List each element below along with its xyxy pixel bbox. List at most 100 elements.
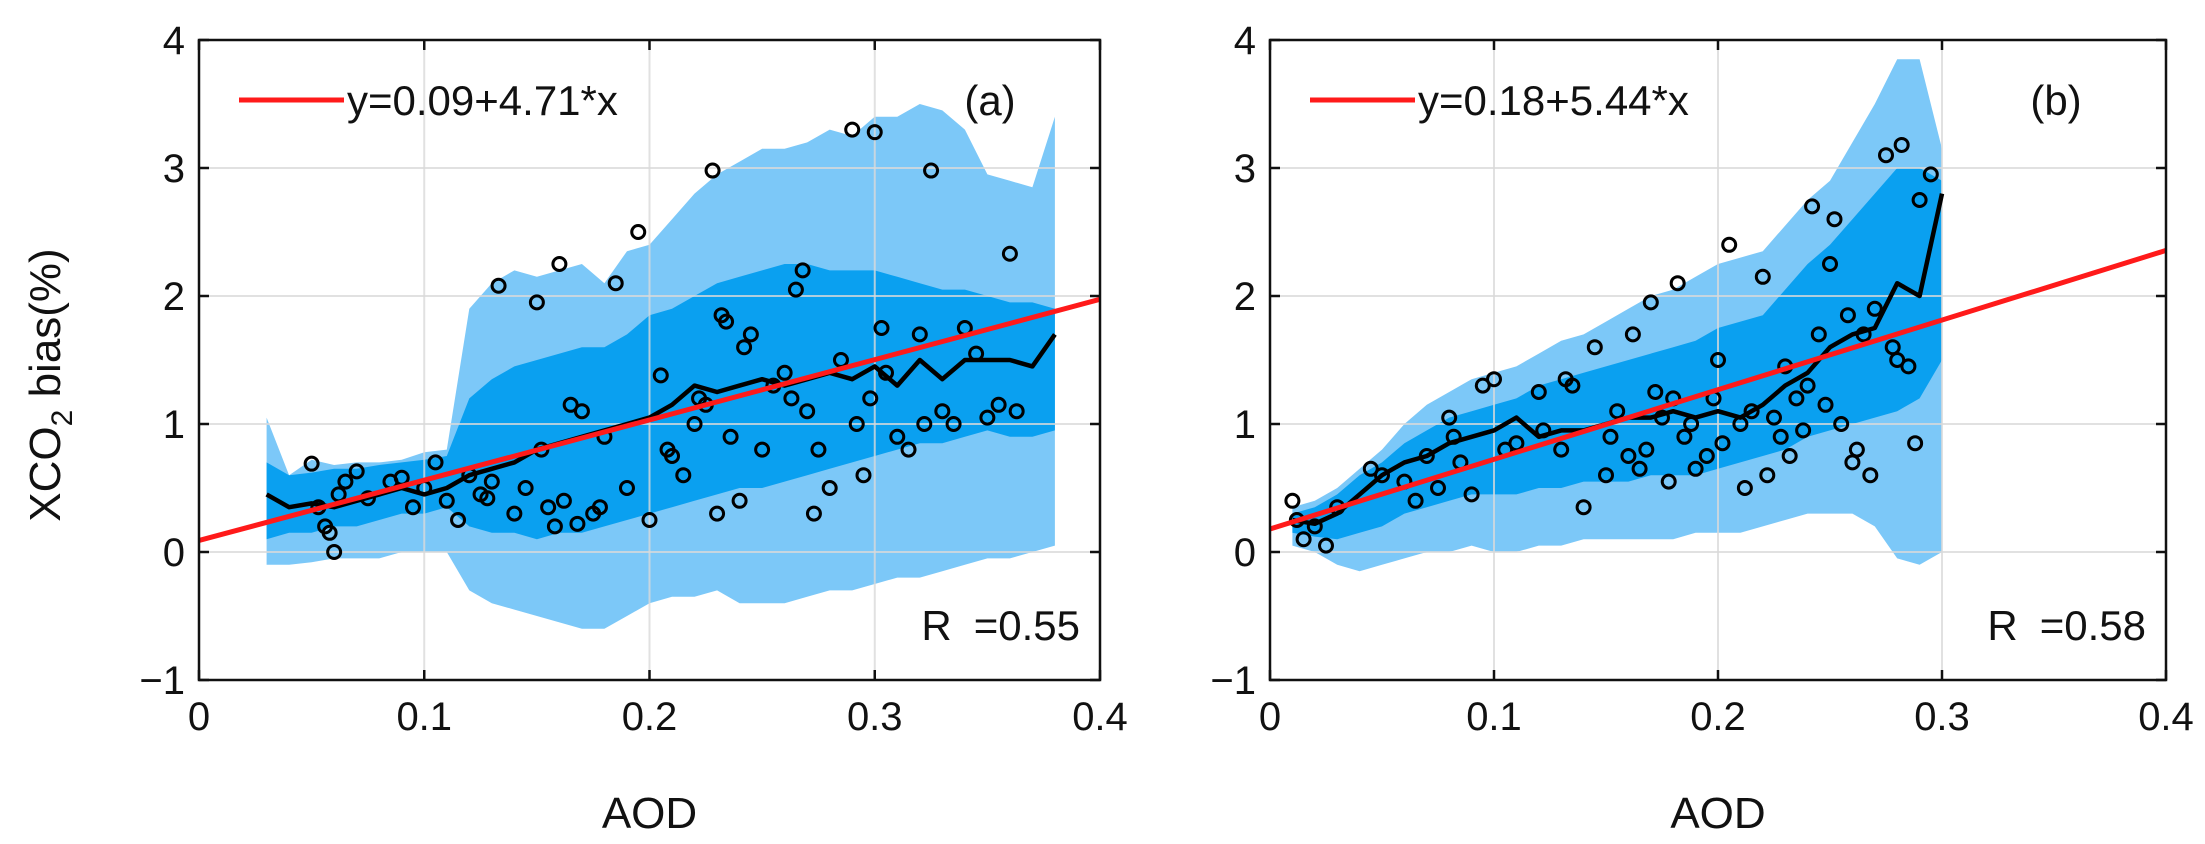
- data-point: [1817, 396, 1834, 413]
- data-point: [591, 499, 608, 516]
- data-point: [450, 512, 467, 528]
- x-tick-label: 0: [188, 695, 210, 739]
- data-point: [1781, 448, 1798, 464]
- data-point: [483, 473, 500, 490]
- r-value: =0.58: [2040, 602, 2146, 649]
- data-point: [1710, 352, 1726, 368]
- y-tick-label: −1: [139, 659, 185, 703]
- data-point: [1907, 435, 1924, 452]
- data-point: [546, 518, 563, 535]
- panel-label: (a): [964, 77, 1015, 124]
- data-point: [555, 492, 572, 509]
- plot-content: [199, 40, 1100, 680]
- data-point: [1642, 294, 1659, 311]
- data-point: [1486, 371, 1502, 388]
- data-point: [517, 480, 534, 496]
- data-point: [1848, 441, 1865, 458]
- x-tick-label: 0.4: [2138, 695, 2194, 739]
- data-point: [1407, 492, 1424, 509]
- y-tick-label: 2: [1234, 275, 1256, 319]
- data-point: [404, 499, 421, 516]
- r-value: =0.55: [974, 602, 1080, 649]
- data-point: [427, 454, 444, 471]
- data-point: [630, 224, 647, 240]
- fit-line: [199, 296, 1100, 543]
- data-point: [1418, 448, 1435, 464]
- legend-fit-label: y=0.09+4.71*x: [347, 77, 618, 124]
- data-point: [337, 473, 354, 490]
- data-point: [528, 294, 545, 311]
- x-tick-label: 0: [1259, 695, 1281, 739]
- legend: y=0.18+5.44*x: [1310, 77, 1689, 124]
- y-tick-label: 2: [163, 275, 185, 319]
- data-point: [878, 364, 895, 381]
- data-point: [1788, 390, 1805, 407]
- data-point: [1676, 428, 1693, 445]
- data-point: [1669, 275, 1686, 292]
- data-point: [1766, 409, 1782, 426]
- y-tick-label: 4: [1234, 19, 1256, 63]
- r-prefix: R: [921, 602, 951, 649]
- x-tick-label: 0.2: [1690, 695, 1746, 739]
- data-point: [652, 367, 669, 384]
- data-point: [873, 320, 890, 336]
- data-point: [731, 492, 748, 509]
- data-point: [805, 505, 822, 522]
- data-point: [1654, 409, 1670, 426]
- data-point: [1575, 499, 1592, 516]
- x-tick-label: 0.4: [1072, 695, 1128, 739]
- data-point: [1683, 416, 1700, 432]
- data-point: [1463, 486, 1480, 503]
- data-point: [1001, 245, 1018, 262]
- x-tick-label: 0.1: [1466, 695, 1522, 739]
- data-point: [1804, 198, 1821, 215]
- svg-text:XCO2 bias(%): XCO2 bias(%): [21, 248, 79, 521]
- data-point: [1795, 422, 1812, 439]
- plot-content: [1270, 40, 2166, 680]
- data-point: [848, 416, 865, 432]
- data-point: [641, 512, 658, 528]
- data-point: [1866, 300, 1883, 317]
- data-point: [1799, 377, 1816, 394]
- data-point: [551, 256, 568, 272]
- data-point: [675, 467, 692, 484]
- data-point: [321, 524, 338, 541]
- data-point: [1714, 435, 1731, 452]
- y-tick-label: 3: [163, 147, 185, 191]
- r-annotation: R =0.55: [921, 602, 1080, 649]
- data-point: [754, 441, 771, 458]
- x-axis-label: AOD: [602, 789, 697, 838]
- data-point: [736, 339, 753, 356]
- data-point: [1553, 441, 1570, 458]
- data-point: [900, 441, 917, 458]
- data-point: [479, 490, 496, 507]
- data-point: [866, 124, 883, 141]
- x-tick-label: 0.2: [622, 695, 678, 739]
- data-point: [1772, 428, 1789, 445]
- data-point: [1839, 307, 1856, 324]
- data-point: [1609, 403, 1626, 420]
- y-axis-label-tail: bias(%): [21, 248, 70, 409]
- x-tick-label: 0.3: [847, 695, 903, 739]
- data-point: [1754, 268, 1771, 285]
- data-point: [1647, 384, 1664, 400]
- data-point: [1638, 441, 1655, 458]
- data-point: [1878, 147, 1894, 164]
- data-point: [821, 480, 838, 496]
- data-point: [686, 416, 703, 432]
- data-point: [1586, 339, 1603, 356]
- data-point: [934, 403, 951, 420]
- data-point: [990, 396, 1007, 413]
- data-point: [540, 499, 557, 516]
- data-point: [1759, 467, 1776, 484]
- y-axis-label-subscript: 2: [46, 410, 79, 427]
- y-tick-label: 1: [1234, 403, 1256, 447]
- data-point: [607, 275, 624, 292]
- data-point: [664, 448, 681, 464]
- data-point: [1826, 211, 1843, 228]
- data-point: [787, 281, 804, 298]
- data-point: [1721, 236, 1738, 253]
- data-point: [506, 505, 523, 522]
